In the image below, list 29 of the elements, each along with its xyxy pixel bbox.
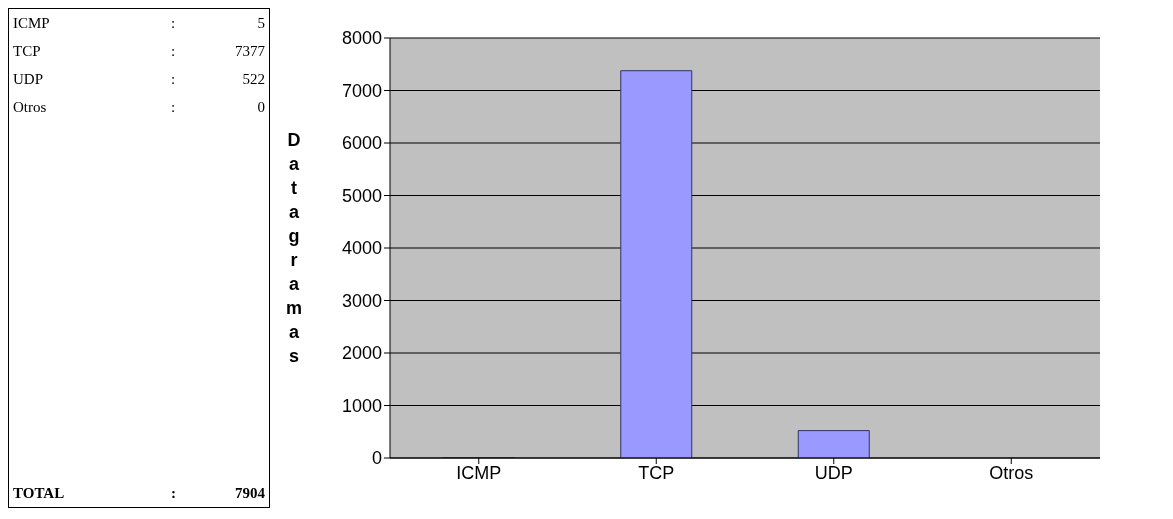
category-label: TCP — [12, 41, 42, 61]
text: : — [171, 42, 176, 59]
y-tick-label: 2000 — [341, 343, 382, 364]
y-tick-label: 0 — [371, 448, 382, 469]
y-tick-label: 1000 — [341, 395, 382, 416]
text: : — [171, 70, 176, 87]
x-tick-label: Otros — [989, 462, 1034, 483]
data-label: 5 — [256, 13, 266, 33]
x-tick-label: ICMP — [456, 462, 502, 483]
data-label: 7904 — [234, 483, 266, 503]
category-label: Otros — [12, 97, 48, 117]
data-label: 7377 — [234, 41, 266, 61]
y-tick-label: 5000 — [341, 185, 382, 206]
x-tick-label: UDP — [814, 462, 853, 483]
text: Datagramas — [285, 130, 303, 366]
text: : — [171, 14, 176, 31]
y-tick-label: 6000 — [341, 133, 382, 154]
text: : — [170, 483, 177, 503]
y-tick-label: 8000 — [341, 28, 382, 49]
text: : — [171, 98, 176, 115]
y-tick-label: 3000 — [341, 290, 382, 311]
category-label: UDP — [12, 69, 44, 89]
x-tick-label: TCP — [638, 462, 675, 483]
y-tick-label: 4000 — [341, 238, 382, 259]
y-tick-label: 7000 — [341, 80, 382, 101]
category-label: ICMP — [12, 13, 51, 33]
data-label: 0 — [256, 97, 266, 117]
category-label: TOTAL — [12, 483, 66, 503]
data-label: 522 — [241, 69, 266, 89]
